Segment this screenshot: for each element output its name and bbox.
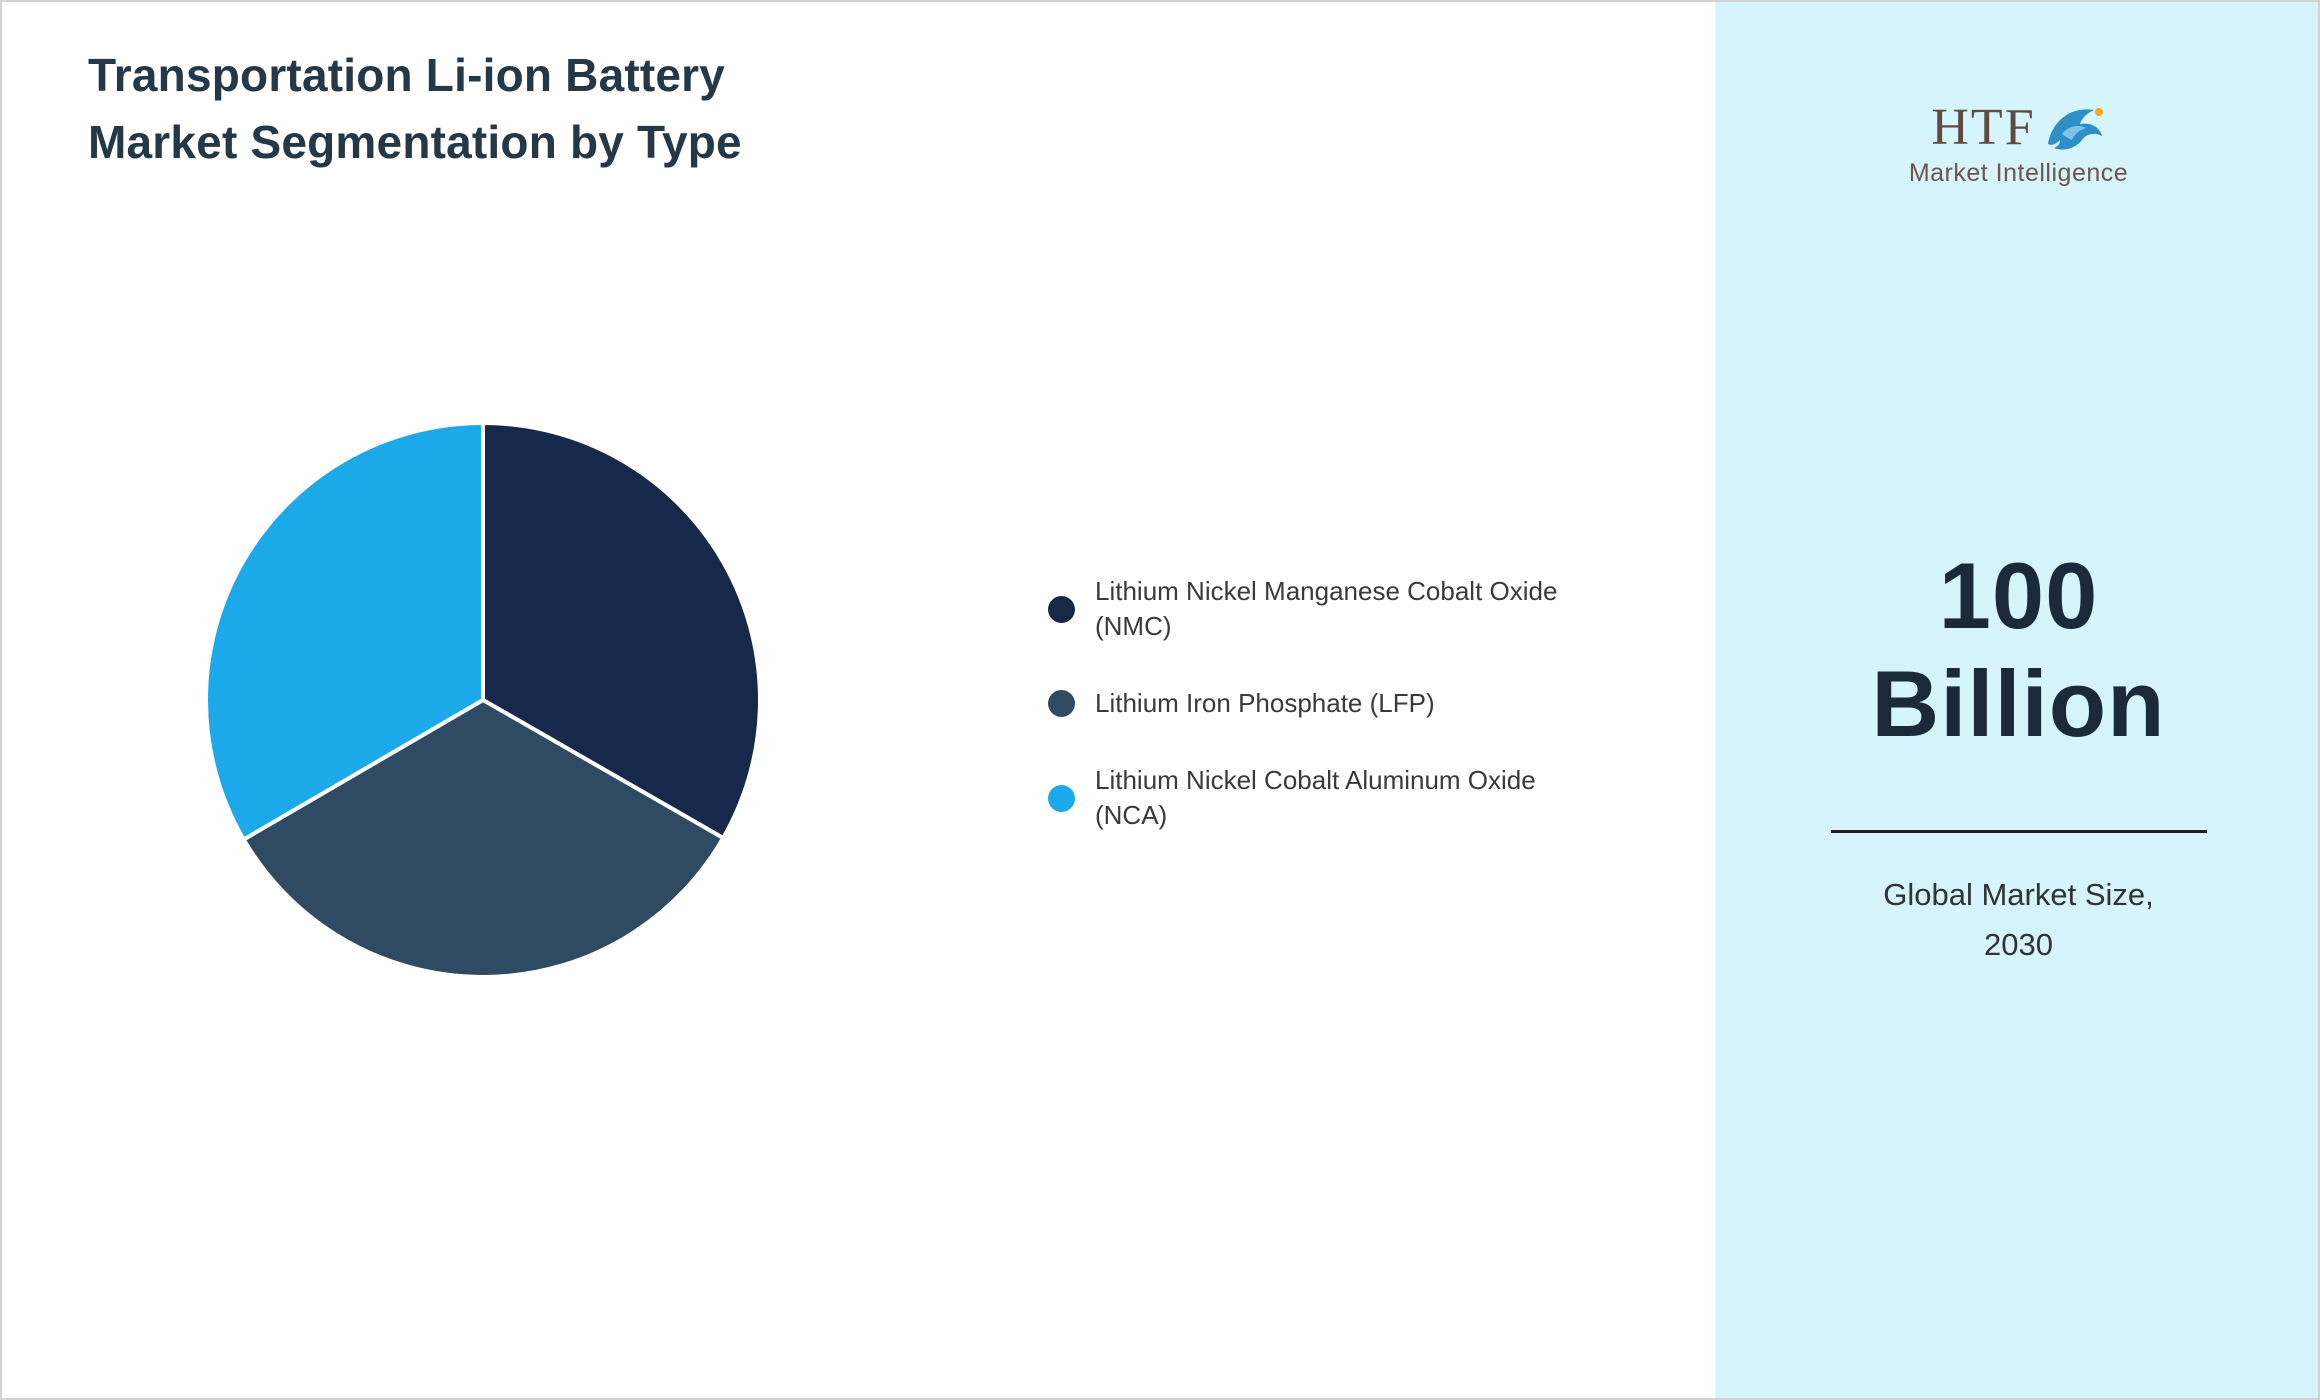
brand-logo: HTF Market Intelligence bbox=[1715, 98, 2318, 188]
stat-divider bbox=[1830, 830, 2207, 833]
pie-chart bbox=[202, 419, 764, 981]
legend-swatch-nmc-icon bbox=[1048, 595, 1075, 623]
market-size-unit: Billion bbox=[1871, 651, 2166, 757]
legend-label-lfp: Lithium Iron Phosphate (LFP) bbox=[1095, 688, 1435, 719]
page-title: Transportation Li-ion Battery Market Seg… bbox=[88, 42, 742, 175]
pie-slice-1 bbox=[241, 698, 726, 980]
legend: Lithium Nickel Manganese Cobalt Oxide (N… bbox=[1048, 574, 1585, 833]
legend-label-nmc: Lithium Nickel Manganese Cobalt Oxide (N… bbox=[1095, 576, 1558, 642]
market-size-caption-line2: 2030 bbox=[1984, 926, 2053, 962]
legend-swatch-lfp-icon bbox=[1048, 690, 1075, 718]
legend-label-nca: Lithium Nickel Cobalt Aluminum Oxide (NC… bbox=[1095, 765, 1536, 831]
sidebar: HTF Market Intelligence 100 Billion Glob… bbox=[1715, 2, 2318, 1398]
legend-item-nca: Lithium Nickel Cobalt Aluminum Oxide (NC… bbox=[1048, 763, 1585, 833]
brand-wordmark: HTF bbox=[1931, 99, 2036, 156]
legend-swatch-nca-icon bbox=[1048, 784, 1075, 812]
page-title-line1: Transportation Li-ion Battery bbox=[88, 49, 726, 101]
market-size-caption-line1: Global Market Size, bbox=[1883, 877, 2154, 912]
brand-tagline: Market Intelligence bbox=[1908, 159, 2129, 187]
pie-slice-0 bbox=[481, 421, 762, 840]
pie-chart-svg bbox=[204, 421, 762, 980]
market-size-value: 100 bbox=[1938, 543, 2099, 648]
brand-logo-top: HTF bbox=[1715, 98, 2318, 157]
market-size-stat: 100 Billion bbox=[1715, 542, 2318, 758]
market-size-caption: Global Market Size, 2030 bbox=[1715, 870, 2318, 969]
page-title-line2: Market Segmentation by Type bbox=[88, 115, 742, 168]
dolphin-icon bbox=[2042, 100, 2106, 156]
legend-item-lfp: Lithium Iron Phosphate (LFP) bbox=[1048, 686, 1585, 721]
pie-slice-2 bbox=[204, 421, 485, 842]
legend-item-nmc: Lithium Nickel Manganese Cobalt Oxide (N… bbox=[1048, 574, 1585, 644]
